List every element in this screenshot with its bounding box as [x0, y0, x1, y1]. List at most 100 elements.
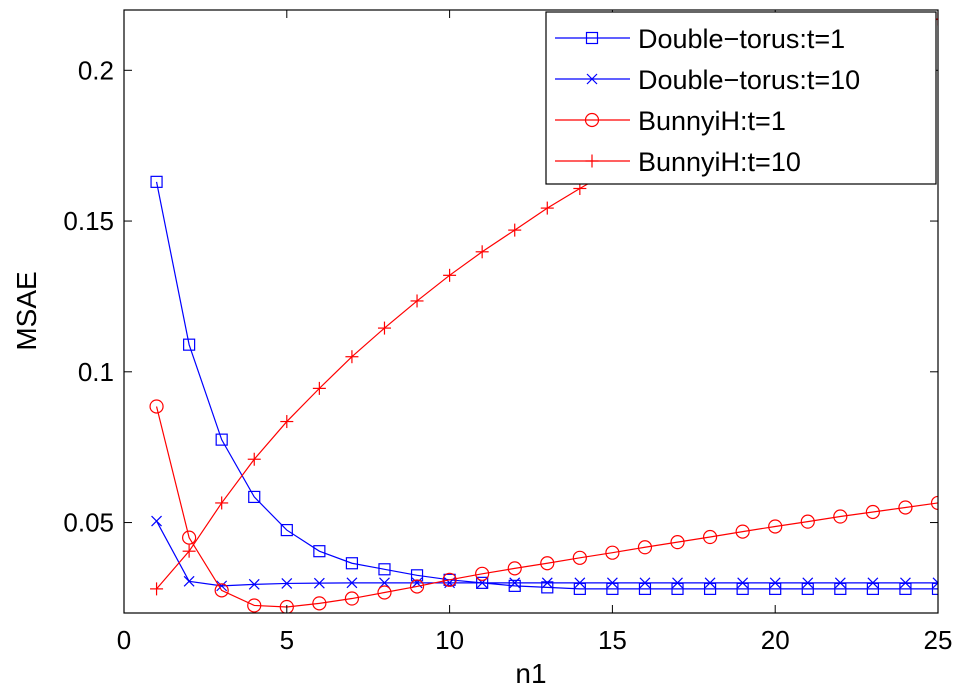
series-1-point [313, 545, 326, 558]
legend-item: Double−torus:t=1 [555, 24, 845, 54]
series-2-point [216, 580, 228, 592]
series-3-point [833, 509, 848, 524]
y-axis-title: MSAE [11, 271, 42, 350]
series-2-point [704, 577, 716, 589]
series-3-point [475, 566, 490, 581]
series-1-point [410, 569, 424, 582]
series-2-point [834, 577, 846, 589]
series-2-point [932, 577, 938, 589]
series-2-point [346, 577, 358, 589]
series-3-point [377, 585, 392, 600]
y-tick-label: 0.05 [63, 508, 114, 538]
series-1-line [155, 181, 938, 590]
series-3-point [344, 591, 360, 606]
series-4-point [247, 452, 261, 466]
series-3-point [865, 504, 880, 520]
series-4-point [182, 544, 196, 558]
series-3-point [930, 495, 938, 511]
series-2 [151, 515, 938, 592]
series-4-point [443, 268, 457, 282]
series-3-point [409, 579, 425, 594]
series-3-point [768, 519, 783, 534]
legend-label: BunnyiH:t=10 [638, 147, 801, 177]
series-1 [150, 175, 938, 595]
series-3-point [507, 561, 522, 576]
series-3-point [702, 529, 718, 545]
series-3-point [312, 596, 327, 611]
series-1-point [150, 175, 163, 188]
series-3-point [800, 514, 815, 529]
series-2-point [606, 577, 618, 589]
series-3-point [898, 500, 913, 515]
series-2-point [541, 577, 553, 589]
series-2-point [802, 577, 814, 589]
series-2-point [509, 577, 521, 589]
series-2-point [672, 577, 683, 589]
series-4-point [345, 350, 359, 364]
legend-box [545, 11, 937, 185]
series-2-point [248, 578, 260, 590]
series-2-point [281, 578, 293, 589]
series-3-point [572, 550, 587, 565]
series-4-point [150, 582, 164, 596]
plot-frame [123, 9, 939, 614]
x-tick-label: 25 [924, 625, 953, 655]
series-3-point [247, 598, 262, 613]
series-2-point [183, 575, 195, 587]
series-3-point [540, 556, 555, 571]
series-4-point [215, 496, 229, 510]
series-1-point [541, 581, 554, 594]
series-4-point [377, 321, 391, 335]
x-tick-label: 10 [435, 625, 464, 655]
legend-item: BunnyiH:t=10 [555, 147, 801, 177]
series-1-point [378, 563, 391, 576]
x-tick-label: 15 [598, 625, 627, 655]
legend-label: BunnyiH:t=1 [638, 106, 786, 136]
legend: Double−torus:t=1 Double−torus:t=10 BunnyiH… [545, 11, 937, 185]
series-1-point [508, 579, 521, 592]
legend-marker [585, 31, 599, 45]
series-4-point [280, 415, 294, 429]
series-4-point [540, 201, 554, 215]
legend-marker [584, 112, 600, 128]
series-4-point [410, 294, 424, 308]
series-1-point [215, 433, 228, 446]
series-1-point [931, 582, 938, 595]
x-tick-label: 0 [117, 625, 131, 655]
series-2-point [574, 577, 586, 589]
y-tick-label: 0.15 [63, 206, 114, 236]
series-4-point [508, 223, 522, 237]
series-1-point [183, 338, 196, 351]
legend-label: Double−torus:t=10 [638, 65, 860, 95]
legend-marker [586, 73, 598, 85]
series-3-point [605, 545, 620, 560]
series-2-point [867, 577, 879, 589]
series-1-point [280, 523, 293, 537]
legend-item: Double−torus:t=10 [555, 65, 860, 95]
tick-layer: 0 5 10 15 20 25 0.05 0.1 0.15 0.2 [63, 10, 952, 655]
series-4-point [312, 381, 326, 395]
y-tick-label: 0.2 [78, 55, 114, 85]
series-2-point [737, 577, 749, 589]
series-3-point [637, 540, 653, 555]
x-tick-label: 20 [761, 625, 790, 655]
legend-label: Double−torus:t=1 [638, 24, 845, 54]
series-3-point [182, 530, 197, 545]
x-tick-label: 5 [280, 625, 294, 655]
y-tick-label: 0.1 [78, 357, 114, 387]
series-2-point [769, 577, 781, 589]
series-3-point [149, 399, 164, 414]
series-2-point [900, 577, 911, 589]
series-3-point [442, 572, 457, 587]
series-2-point [639, 577, 651, 589]
series-4-point [475, 245, 489, 259]
series-3-point [735, 524, 750, 539]
series-1-point [443, 573, 456, 586]
series-2-point [313, 577, 325, 589]
series-3-point [214, 583, 229, 598]
series-3-point [279, 599, 294, 613]
legend-item: BunnyiH:t=1 [555, 106, 786, 136]
legend-marker [585, 154, 599, 168]
x-axis-title: n1 [515, 658, 546, 689]
